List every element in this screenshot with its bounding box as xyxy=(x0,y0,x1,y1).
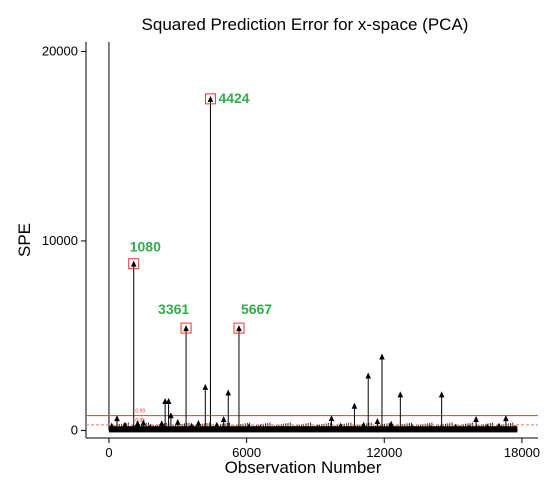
data-point xyxy=(195,419,202,426)
data-point xyxy=(278,425,284,432)
x-tick-label: 12000 xyxy=(366,445,402,460)
annotation-label: 5667 xyxy=(241,301,272,317)
data-point xyxy=(236,325,242,332)
x-axis-label: Observation Number xyxy=(225,458,382,477)
limit-label: 0.99 xyxy=(135,409,145,415)
highlight-box xyxy=(128,258,140,270)
data-point xyxy=(466,424,472,431)
data-point xyxy=(168,412,174,419)
data-point xyxy=(174,418,181,425)
data-point xyxy=(484,423,491,430)
data-point xyxy=(296,425,303,432)
data-point xyxy=(360,421,367,428)
data-point xyxy=(496,422,502,429)
chart-title: Squared Prediction Error for x-space (PC… xyxy=(142,15,469,34)
y-tick-label: 20000 xyxy=(42,43,78,58)
data-point xyxy=(122,421,128,428)
y-tick-label: 0 xyxy=(71,422,78,437)
data-point xyxy=(512,424,518,431)
x-tick-label: 0 xyxy=(105,445,112,460)
highlight-box xyxy=(233,322,245,334)
data-point xyxy=(337,422,344,429)
data-point xyxy=(503,415,509,422)
highlight-box xyxy=(180,322,192,334)
data-point xyxy=(314,424,321,431)
data-point xyxy=(379,353,385,360)
data-point xyxy=(365,372,372,379)
data-point xyxy=(140,419,147,426)
data-point xyxy=(388,420,394,427)
data-point xyxy=(225,389,232,396)
x-tick-label: 18000 xyxy=(504,445,540,460)
data-point xyxy=(473,416,479,423)
data-point xyxy=(427,424,433,431)
data-point xyxy=(147,423,154,430)
data-point xyxy=(202,383,209,390)
highlight-box xyxy=(204,93,216,105)
annotation-label: 4424 xyxy=(218,90,249,106)
y-tick-label: 10000 xyxy=(42,233,78,248)
plot-area: 0.99 0.95 4424 1080 3361 5667 xyxy=(86,42,538,433)
data-point xyxy=(220,416,227,423)
data-point xyxy=(108,422,115,429)
data-point xyxy=(374,417,381,424)
annotation-label: 1080 xyxy=(130,239,161,255)
data-point xyxy=(188,422,195,429)
data-point xyxy=(207,95,214,102)
annotation-label: 3361 xyxy=(158,301,189,317)
data-point xyxy=(213,421,220,428)
data-point xyxy=(328,415,335,422)
data-point xyxy=(438,391,445,398)
data-point xyxy=(409,423,415,430)
data-point xyxy=(246,423,252,430)
y-axis-label: SPE xyxy=(15,223,34,257)
limit-label: 0.95 xyxy=(135,418,145,424)
data-point xyxy=(134,420,141,427)
data-point xyxy=(165,398,172,405)
data-point xyxy=(257,424,264,431)
data-point xyxy=(452,423,459,430)
data-point xyxy=(114,415,120,422)
data-point xyxy=(130,260,137,267)
data-point xyxy=(183,325,189,332)
data-point xyxy=(397,391,404,398)
data-point xyxy=(158,420,165,427)
baseline-band xyxy=(108,426,518,433)
x-tick-label: 6000 xyxy=(232,445,261,460)
data-point xyxy=(351,402,358,409)
